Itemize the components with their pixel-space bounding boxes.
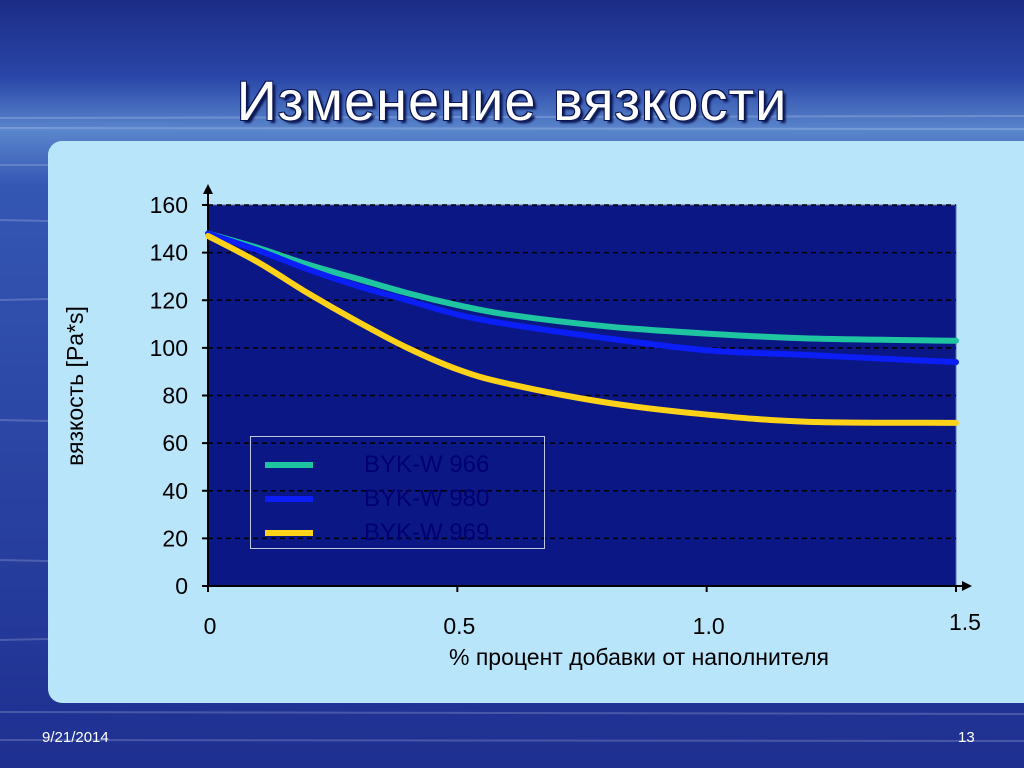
y-tick-label: 120 — [150, 287, 188, 313]
legend-label-byk-w-980: BYK-W 980 — [364, 485, 490, 512]
series-line-byk-w-966 — [205, 230, 959, 344]
y-tick-label: 100 — [150, 335, 188, 361]
x-axis-arrow-icon — [962, 581, 972, 591]
x-tick-label: 0 — [204, 613, 217, 639]
y-tick-label: 40 — [162, 478, 188, 504]
y-tick-label: 160 — [150, 192, 188, 218]
y-axis-arrow-icon — [203, 184, 213, 194]
tick-labels: 0 20 40 60 80 100 120 140 160 0 0.5 1.0 1.5 — [150, 192, 981, 639]
legend-swatch-byk-w-969 — [265, 530, 313, 536]
x-axis-label: % процент добавки от наполнителя — [449, 644, 829, 670]
footer-page-number: 13 — [958, 729, 975, 746]
legend-swatch-byk-w-966 — [265, 462, 313, 468]
y-tick-label: 20 — [162, 525, 188, 551]
x-tick-label: 0.5 — [443, 613, 475, 639]
legend-label-byk-w-969: BYK-W 969 — [364, 519, 490, 546]
chart-legend: BYK-W 966 BYK-W 980 BYK-W 969 — [250, 436, 545, 549]
y-tick-label: 80 — [162, 383, 188, 409]
series-lines — [205, 230, 959, 426]
legend-item-byk-w-980: BYK-W 980 — [251, 481, 546, 515]
ticks — [202, 204, 957, 592]
legend-swatch-byk-w-980 — [265, 496, 313, 502]
legend-item-byk-w-966: BYK-W 966 — [251, 447, 546, 481]
footer-date: 9/21/2014 — [42, 729, 109, 746]
y-tick-label: 60 — [162, 430, 188, 456]
legend-label-byk-w-966: BYK-W 966 — [364, 451, 490, 478]
y-axis-label: вязкость [Pa*s] — [62, 306, 88, 466]
x-tick-label: 1.5 — [949, 609, 981, 635]
grid-lines — [208, 204, 956, 540]
y-tick-label: 0 — [175, 573, 188, 599]
x-tick-label: 1.0 — [693, 613, 725, 639]
series-line-byk-w-969 — [205, 232, 959, 426]
legend-item-byk-w-969: BYK-W 969 — [251, 515, 546, 549]
series-line-byk-w-980 — [205, 230, 959, 366]
axes — [203, 184, 972, 591]
y-tick-label: 140 — [150, 240, 188, 266]
slide-title: Изменение вязкости — [236, 69, 788, 132]
